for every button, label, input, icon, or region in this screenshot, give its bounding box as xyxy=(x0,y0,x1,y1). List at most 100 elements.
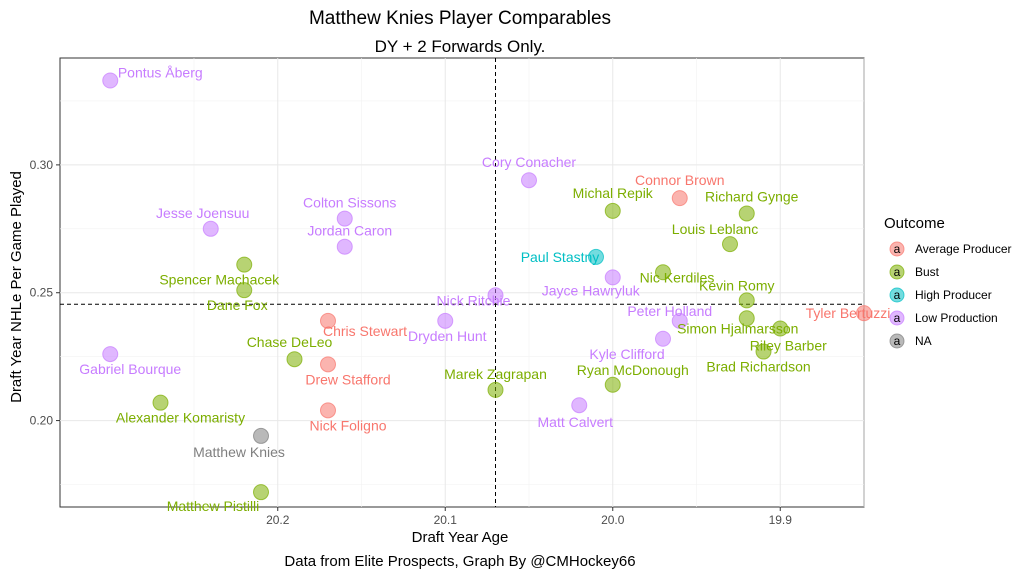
point-label: Dane Fox xyxy=(207,297,268,313)
point-label: Richard Gynge xyxy=(705,188,799,204)
reference-lines xyxy=(60,58,864,507)
scatter-point xyxy=(604,202,621,219)
scatter-point xyxy=(102,346,119,363)
scatter-point xyxy=(236,256,253,273)
scatter-point xyxy=(320,356,336,373)
point-label: Matt Calvert xyxy=(538,414,614,430)
point-label: Alexander Komaristy xyxy=(116,410,245,426)
scatter-point xyxy=(722,236,738,253)
point-label: Jesse Joensuu xyxy=(156,205,249,221)
point-label: Matthew Knies xyxy=(193,444,285,460)
scatter-point xyxy=(437,312,454,329)
scatter-point xyxy=(856,305,872,322)
scatter-point xyxy=(253,427,269,444)
scatter-point xyxy=(336,238,353,255)
scatter-point xyxy=(772,320,789,337)
legend-key xyxy=(889,264,905,280)
legend-key-glyph: a xyxy=(894,288,901,302)
scatter-point xyxy=(655,330,671,347)
scatter-point xyxy=(320,312,336,329)
scatter-point xyxy=(671,190,688,207)
point-label: Jordan Caron xyxy=(307,223,392,239)
chart-subtitle: DY + 2 Forwards Only. xyxy=(375,37,546,56)
legend-key-glyph: a xyxy=(894,334,901,348)
point-label: Chris Stewart xyxy=(323,323,407,339)
point-label: Nick Foligno xyxy=(309,417,386,433)
point-label: Simon Hjalmarsson xyxy=(677,320,798,336)
point-label: Nick Ritchie xyxy=(437,292,511,308)
scatter-point xyxy=(738,205,755,222)
scatter-point xyxy=(487,287,504,304)
axis-ticks: 20.2 20.1 20.0 19.9 0.20 0.25 0.30 xyxy=(30,158,793,527)
scatter-point xyxy=(604,269,621,286)
point-labels: Pontus Åberg Cory Conacher Connor BrownMic… xyxy=(79,65,890,515)
point-label: Cory Conacher xyxy=(482,154,576,170)
legend-key xyxy=(889,287,905,303)
scatter-point xyxy=(604,376,621,393)
x-tick-label: 20.1 xyxy=(434,513,458,527)
scatter-point xyxy=(320,402,336,419)
point-label: Gabriel Bourque xyxy=(79,361,181,377)
scatter-point xyxy=(571,397,588,414)
point-label: Spencer Machacek xyxy=(159,272,280,288)
point-label: Kevin Romy xyxy=(699,277,774,293)
legend-key-glyph: a xyxy=(894,265,901,279)
legend-key xyxy=(889,333,905,349)
point-label: Louis Leblanc xyxy=(672,221,758,237)
scatter-point xyxy=(236,282,253,299)
scatter-point xyxy=(102,72,119,89)
scatter-point xyxy=(755,343,772,360)
legend-label: NA xyxy=(915,334,932,348)
point-label: Connor Brown xyxy=(635,172,725,188)
point-label: Riley Barber xyxy=(750,338,827,354)
point-label: Peter Holland xyxy=(627,303,712,319)
x-tick-label: 19.9 xyxy=(769,513,793,527)
point-label: Michal Repik xyxy=(573,185,654,201)
point-label: Kyle Clifford xyxy=(589,346,664,362)
x-tick-label: 20.2 xyxy=(266,513,290,527)
scatter-point xyxy=(152,394,169,411)
point-label: Jayce Hawryluk xyxy=(542,282,641,298)
legend-label: Average Producer xyxy=(915,242,1012,256)
chart-caption: Data from Elite Prospects, Graph By @CMH… xyxy=(284,553,635,570)
x-tick-label: 20.0 xyxy=(601,513,625,527)
point-label: Ryan McDonough xyxy=(577,362,689,378)
legend-label: High Producer xyxy=(915,288,992,302)
legend-key xyxy=(889,310,905,326)
point-label: Tyler Bertuzzi xyxy=(806,305,891,321)
grid-lines xyxy=(60,58,865,507)
point-label: Colton Sissons xyxy=(303,195,396,211)
legend-title: Outcome xyxy=(884,215,945,232)
point-label: Drew Stafford xyxy=(305,371,390,387)
scatter-point xyxy=(655,264,671,281)
legend-key-glyph: a xyxy=(894,242,901,256)
point-label: Nic Kerdiles xyxy=(640,269,715,285)
scatter-point xyxy=(336,210,353,227)
scatter-point xyxy=(521,172,537,189)
y-axis-title: Draft Year NHLe Per Game Played xyxy=(8,171,25,403)
point-label: Matthew Pistilli xyxy=(167,498,260,514)
scatter-point xyxy=(738,310,755,327)
point-label: Pontus Åberg xyxy=(118,65,203,81)
scatter-point xyxy=(487,381,504,398)
point-label: Chase DeLeo xyxy=(247,334,333,350)
legend-key-glyph: a xyxy=(894,311,901,325)
legend-label: Low Production xyxy=(915,311,998,325)
scatter-point xyxy=(671,312,688,329)
y-tick-label: 0.30 xyxy=(30,158,54,172)
point-label: Brad Richardson xyxy=(706,359,810,375)
point-label: Dryden Hunt xyxy=(408,328,487,344)
legend-key xyxy=(889,241,905,257)
scatter-point xyxy=(202,220,219,237)
scatter-point xyxy=(738,292,755,309)
y-tick-label: 0.20 xyxy=(30,414,54,428)
point-label: Paul Stastny xyxy=(521,249,600,265)
legend-label: Bust xyxy=(915,265,940,279)
x-axis-title: Draft Year Age xyxy=(412,529,509,546)
point-label: Marek Zagrapan xyxy=(444,366,547,382)
scatter-point xyxy=(588,248,604,265)
scatter-point xyxy=(253,484,269,501)
y-tick-label: 0.25 xyxy=(30,286,54,300)
